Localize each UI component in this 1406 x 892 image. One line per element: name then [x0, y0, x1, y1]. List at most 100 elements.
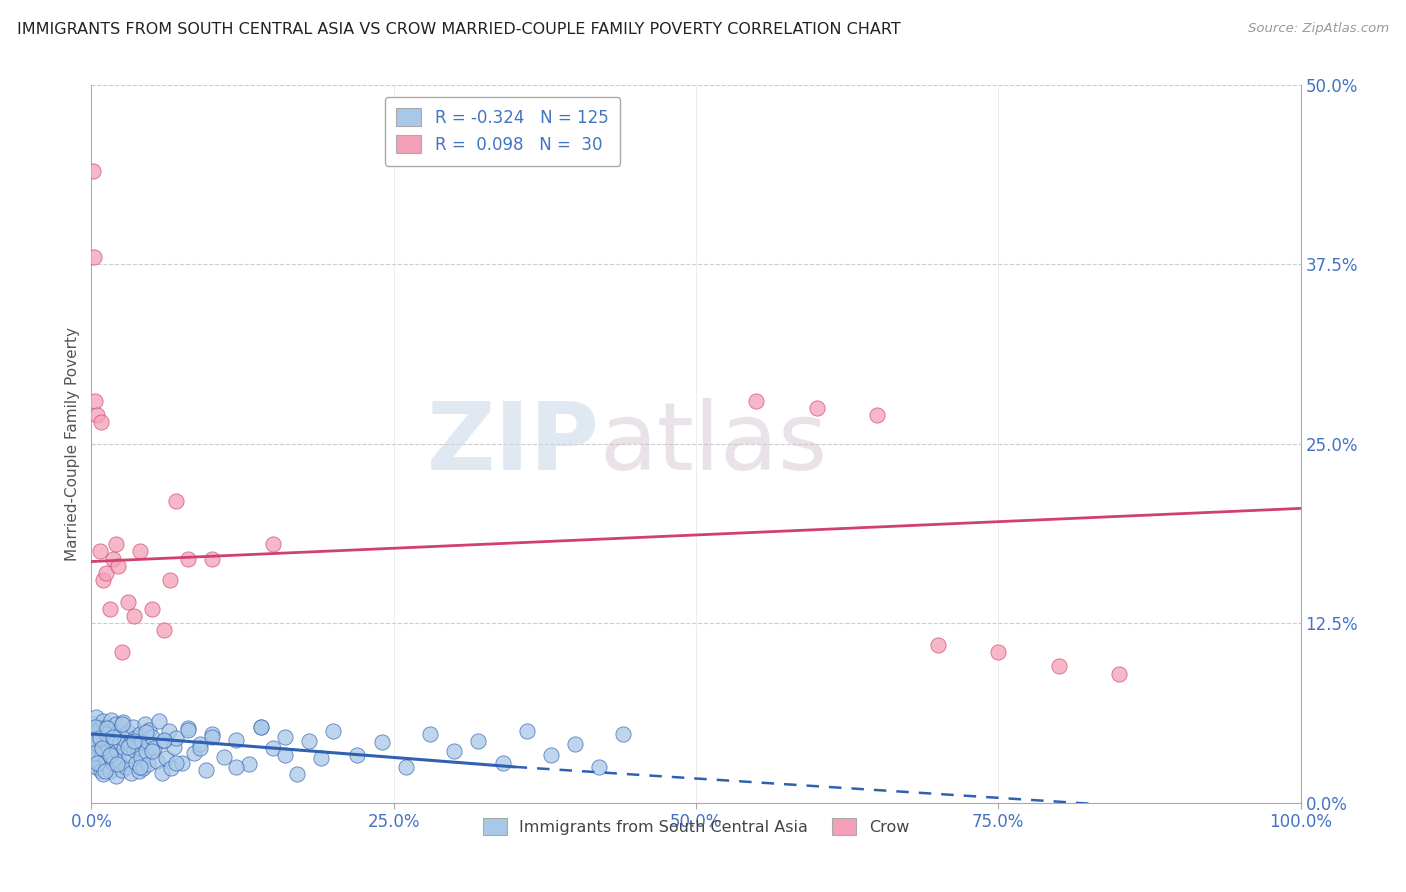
Point — [419, 727, 441, 741]
Point — [309, 751, 332, 765]
Point — [90, 728, 112, 742]
Point — [148, 714, 170, 728]
Point — [866, 408, 889, 422]
Point — [112, 741, 135, 756]
Point — [346, 748, 368, 763]
Point — [86, 724, 108, 739]
Point — [98, 602, 121, 616]
Point — [108, 754, 131, 768]
Point — [105, 757, 128, 772]
Point — [120, 737, 142, 751]
Point — [135, 725, 157, 739]
Point — [129, 749, 152, 764]
Point — [82, 716, 104, 731]
Point — [183, 746, 205, 760]
Point — [86, 756, 108, 770]
Point — [262, 537, 284, 551]
Point — [136, 757, 159, 772]
Point — [100, 713, 122, 727]
Point — [107, 558, 129, 573]
Point — [120, 765, 142, 780]
Point — [84, 760, 107, 774]
Point — [84, 393, 107, 408]
Point — [101, 748, 124, 763]
Point — [298, 734, 321, 748]
Point — [516, 724, 538, 739]
Point — [165, 731, 187, 746]
Point — [86, 749, 108, 764]
Point — [87, 731, 110, 746]
Point — [285, 767, 308, 781]
Point — [564, 737, 586, 751]
Point — [195, 763, 218, 777]
Point — [141, 602, 163, 616]
Point — [159, 573, 181, 587]
Point — [91, 741, 114, 756]
Point — [141, 744, 163, 758]
Point — [121, 720, 143, 734]
Point — [90, 415, 112, 429]
Point — [165, 756, 187, 770]
Point — [82, 735, 104, 749]
Point — [89, 741, 111, 756]
Point — [96, 727, 118, 741]
Point — [274, 748, 297, 763]
Point — [103, 737, 125, 751]
Point — [82, 164, 104, 178]
Point — [201, 551, 224, 566]
Point — [540, 748, 562, 763]
Text: ZIP: ZIP — [426, 398, 599, 490]
Point — [262, 741, 284, 756]
Point — [145, 754, 167, 768]
Point — [491, 756, 513, 770]
Point — [97, 742, 120, 756]
Point — [93, 734, 115, 748]
Point — [370, 735, 392, 749]
Point — [84, 746, 107, 760]
Point — [225, 732, 247, 747]
Y-axis label: Married-Couple Family Poverty: Married-Couple Family Poverty — [65, 326, 80, 561]
Point — [104, 716, 127, 731]
Point — [153, 734, 176, 748]
Point — [114, 732, 136, 747]
Point — [745, 393, 768, 408]
Point — [84, 720, 107, 734]
Point — [132, 761, 155, 775]
Point — [188, 741, 211, 756]
Point — [141, 730, 163, 744]
Point — [201, 730, 224, 744]
Point — [83, 250, 105, 264]
Point — [612, 727, 634, 741]
Point — [177, 723, 200, 737]
Point — [177, 721, 200, 735]
Point — [443, 744, 465, 758]
Point — [136, 734, 159, 748]
Point — [107, 724, 129, 739]
Point — [111, 645, 132, 659]
Point — [83, 746, 105, 760]
Point — [322, 724, 344, 739]
Point — [143, 741, 166, 756]
Point — [122, 742, 145, 756]
Point — [128, 727, 150, 741]
Point — [86, 408, 108, 422]
Point — [395, 760, 418, 774]
Point — [93, 573, 115, 587]
Point — [927, 638, 949, 652]
Point — [188, 737, 211, 751]
Point — [467, 734, 489, 748]
Point — [117, 595, 139, 609]
Point — [138, 723, 160, 737]
Point — [104, 537, 127, 551]
Point — [162, 739, 184, 754]
Point — [249, 720, 271, 734]
Point — [98, 732, 121, 747]
Point — [111, 716, 132, 731]
Point — [90, 764, 112, 779]
Point — [987, 645, 1010, 659]
Point — [89, 721, 111, 735]
Point — [134, 716, 156, 731]
Point — [249, 720, 271, 734]
Point — [165, 494, 187, 508]
Point — [128, 764, 150, 779]
